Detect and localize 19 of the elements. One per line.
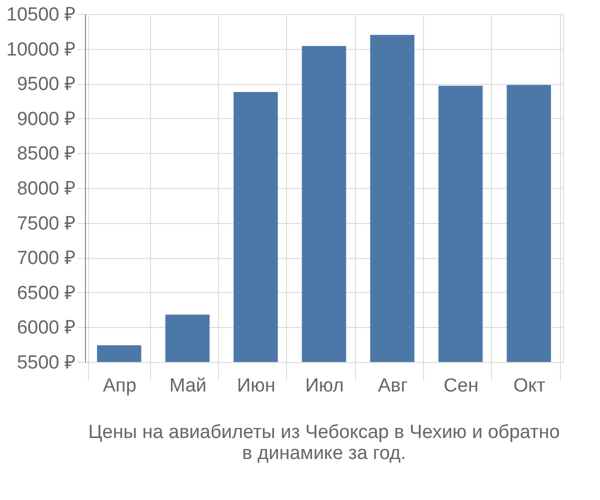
x-tick-label: Апр — [102, 376, 136, 396]
y-tick-label: 7000 ₽ — [16, 248, 76, 270]
y-tick-label: 9000 ₽ — [16, 108, 76, 130]
y-tick-label: 10000 ₽ — [6, 39, 76, 60]
y-tick-label: 9500 ₽ — [16, 74, 76, 96]
text: Цены на авиабилеты из Чебоксар в Чехию и обратно в динамике за год. — [88, 422, 560, 464]
y-tick-label: 8500 ₽ — [16, 144, 76, 165]
x-tick-label: Май — [169, 376, 207, 396]
y-tick-label: 5500 ₽ — [16, 352, 76, 374]
y-tick-label: 10500 ₽ — [6, 4, 76, 26]
x-tick-label: Сен — [444, 376, 478, 396]
y-tick-label: 7500 ₽ — [16, 213, 76, 234]
x-tick-label: Июл — [305, 376, 344, 396]
y-tick-label: 8000 ₽ — [16, 178, 76, 200]
x-tick-label: Окт — [513, 376, 546, 396]
y-tick-label: 6000 ₽ — [16, 318, 76, 339]
y-tick-label: 6500 ₽ — [16, 282, 76, 304]
x-tick-label: Июн — [237, 376, 276, 396]
x-tick-label: Авг — [378, 376, 408, 396]
